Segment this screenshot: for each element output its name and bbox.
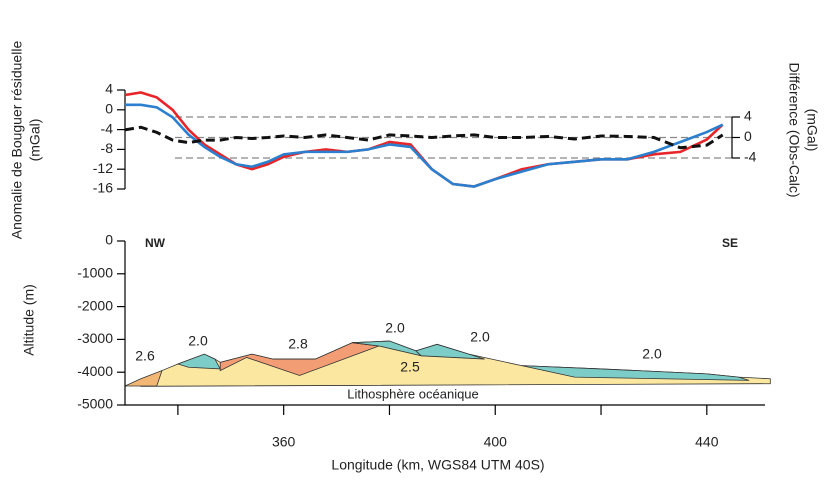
y-tick-label: -4000 xyxy=(77,363,113,379)
x-tick-label: 360 xyxy=(272,434,296,450)
y-tick-label: -12 xyxy=(93,160,113,176)
x-tick-label: 400 xyxy=(484,434,508,450)
x-tick-label: 440 xyxy=(695,434,719,450)
density-label: 2.6 xyxy=(135,348,155,364)
y-tick-label: -3000 xyxy=(77,330,113,346)
line-series xyxy=(125,103,724,188)
y-tick-label: -16 xyxy=(93,180,113,196)
y-tick-label: -4 xyxy=(101,120,114,136)
y2-axis-label: (mGal) xyxy=(804,109,820,152)
y-tick-label: 4 xyxy=(105,81,113,97)
x-axis-label: Longitude (km, WGS84 UTM 40S) xyxy=(331,457,544,473)
density-label: 2.0 xyxy=(385,320,405,336)
annotation: SE xyxy=(722,236,738,250)
annotation: NW xyxy=(145,236,166,250)
y-tick-label: -5000 xyxy=(77,396,113,412)
y2-tick-label: 4 xyxy=(744,108,752,124)
annotation: Lithosphère océanique xyxy=(347,386,479,401)
geologic-body xyxy=(176,353,221,370)
y2-tick-label: 0 xyxy=(744,128,752,144)
y-tick-label: -1000 xyxy=(77,265,113,281)
y-tick-label: 0 xyxy=(105,101,113,117)
geologic-body xyxy=(140,340,771,387)
y2-tick-label: -4 xyxy=(744,149,757,165)
density-label: 2.0 xyxy=(642,346,662,362)
density-label: 2.0 xyxy=(188,333,208,349)
y-axis-label: (mGal) xyxy=(27,119,43,162)
y-axis-label: Altitude (m) xyxy=(21,284,37,356)
density-label: 2.8 xyxy=(288,336,308,352)
geologic-body xyxy=(415,343,485,360)
geologic-body xyxy=(124,369,163,387)
y2-axis-label: Différence (Obs-Calc) xyxy=(786,62,802,197)
density-label: 2.0 xyxy=(470,329,490,345)
line-series xyxy=(124,125,724,150)
geologic-body xyxy=(521,365,750,381)
density-label: 2.5 xyxy=(400,359,420,375)
y-tick-label: -8 xyxy=(101,140,114,156)
y-tick-label: -2000 xyxy=(77,297,113,313)
y-tick-label: 0 xyxy=(105,232,113,248)
y-axis-label: Anomalie de Bouguer résiduelle xyxy=(9,41,25,240)
